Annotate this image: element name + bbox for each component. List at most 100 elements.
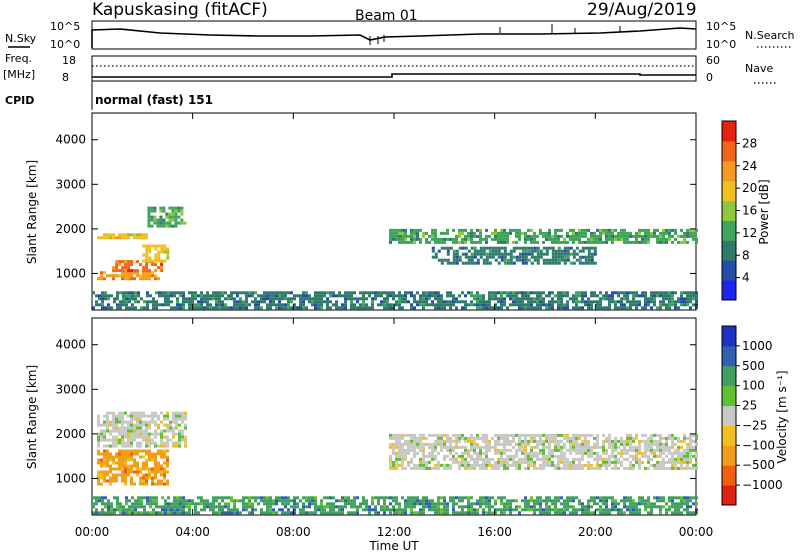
velocity-cell bbox=[395, 460, 398, 464]
power-cell bbox=[479, 231, 482, 235]
power-cell bbox=[503, 246, 507, 250]
velocity-cell bbox=[596, 457, 599, 461]
power-cell bbox=[575, 303, 578, 307]
power-cell bbox=[650, 306, 653, 310]
velocity-cell bbox=[581, 445, 584, 449]
velocity-cell bbox=[163, 423, 166, 427]
velocity-cell bbox=[245, 508, 248, 512]
velocity-cell bbox=[143, 505, 146, 509]
velocity-cell bbox=[590, 496, 593, 500]
power-cell bbox=[413, 237, 416, 241]
velocity-cell bbox=[401, 457, 404, 461]
velocity-cell bbox=[614, 502, 617, 506]
velocity-cell bbox=[401, 466, 404, 470]
power-cell bbox=[106, 274, 109, 278]
power-cell bbox=[323, 291, 326, 295]
velocity-cell bbox=[332, 505, 335, 509]
power-cell bbox=[118, 233, 121, 237]
power-cell bbox=[593, 294, 596, 298]
power-cell bbox=[620, 237, 623, 241]
velocity-cell bbox=[278, 499, 281, 503]
velocity-cell bbox=[127, 441, 130, 445]
power-cell bbox=[578, 228, 581, 232]
power-cell bbox=[473, 255, 477, 259]
power-cell bbox=[608, 231, 611, 235]
power-cell bbox=[157, 277, 160, 281]
velocity-cell bbox=[311, 496, 314, 500]
power-cell bbox=[581, 255, 585, 259]
velocity-cell bbox=[458, 505, 461, 509]
velocity-cell bbox=[614, 442, 617, 446]
velocity-cell bbox=[608, 454, 611, 458]
velocity-cell bbox=[506, 448, 509, 452]
power-cell bbox=[461, 240, 464, 244]
velocity-cell bbox=[587, 448, 590, 452]
power-cell bbox=[515, 234, 518, 238]
velocity-cell bbox=[410, 496, 413, 500]
velocity-cell bbox=[124, 452, 127, 456]
power-cell bbox=[677, 240, 680, 244]
velocity-cell bbox=[593, 466, 596, 470]
velocity-cell bbox=[157, 479, 160, 483]
velocity-cell bbox=[518, 460, 521, 464]
velocity-cell bbox=[413, 445, 416, 449]
power-cell bbox=[302, 306, 305, 310]
power-cell bbox=[590, 246, 594, 250]
power-cell bbox=[494, 249, 498, 253]
power-cell bbox=[548, 294, 551, 298]
velocity-cell bbox=[422, 496, 425, 500]
velocity-cell bbox=[587, 466, 590, 470]
velocity-cell bbox=[130, 464, 133, 468]
velocity-cell bbox=[110, 505, 113, 509]
power-cell bbox=[503, 240, 506, 244]
power-cell bbox=[644, 234, 647, 238]
power-cell bbox=[497, 255, 501, 259]
power-cell bbox=[584, 255, 588, 259]
velocity-cell bbox=[167, 502, 170, 506]
power-cell bbox=[168, 215, 172, 219]
velocity-cell bbox=[128, 511, 131, 515]
power-cell bbox=[674, 231, 677, 235]
power-cell bbox=[587, 261, 591, 265]
velocity-cell bbox=[254, 508, 257, 512]
power-cell bbox=[299, 294, 302, 298]
velocity-cell bbox=[413, 496, 416, 500]
power-cell bbox=[150, 215, 154, 219]
velocity-cell bbox=[530, 445, 533, 449]
velocity-cell bbox=[548, 454, 551, 458]
power-cell bbox=[665, 231, 668, 235]
power-cell bbox=[635, 303, 638, 307]
velocity-cell bbox=[656, 496, 659, 500]
power-cell bbox=[482, 249, 486, 253]
power-cell bbox=[145, 277, 148, 281]
power-cell bbox=[167, 303, 170, 307]
velocity-cell bbox=[422, 463, 425, 467]
velocity-cell bbox=[139, 476, 142, 480]
power-cell bbox=[530, 297, 533, 301]
velocity-cell bbox=[134, 505, 137, 509]
power-cell bbox=[629, 231, 632, 235]
velocity-cell bbox=[629, 463, 632, 467]
power-cell bbox=[434, 297, 437, 301]
velocity-cell bbox=[169, 429, 172, 433]
velocity-cell bbox=[530, 448, 533, 452]
velocity-cell bbox=[124, 464, 127, 468]
power-cell bbox=[473, 249, 477, 253]
velocity-cell bbox=[121, 479, 124, 483]
velocity-cell bbox=[133, 470, 136, 474]
velocity-cell bbox=[356, 511, 359, 515]
power-cell bbox=[461, 231, 464, 235]
power-cell bbox=[605, 294, 608, 298]
power-cell bbox=[650, 300, 653, 304]
power-cell bbox=[632, 294, 635, 298]
power-cell bbox=[302, 294, 305, 298]
power-cell bbox=[177, 215, 181, 219]
velocity-cell bbox=[233, 505, 236, 509]
velocity-cell bbox=[587, 505, 590, 509]
velocity-cell bbox=[656, 448, 659, 452]
power-cell bbox=[488, 306, 491, 310]
power-cell bbox=[179, 294, 182, 298]
velocity-cell bbox=[404, 505, 407, 509]
velocity-cell bbox=[575, 457, 578, 461]
velocity-cell bbox=[494, 502, 497, 506]
